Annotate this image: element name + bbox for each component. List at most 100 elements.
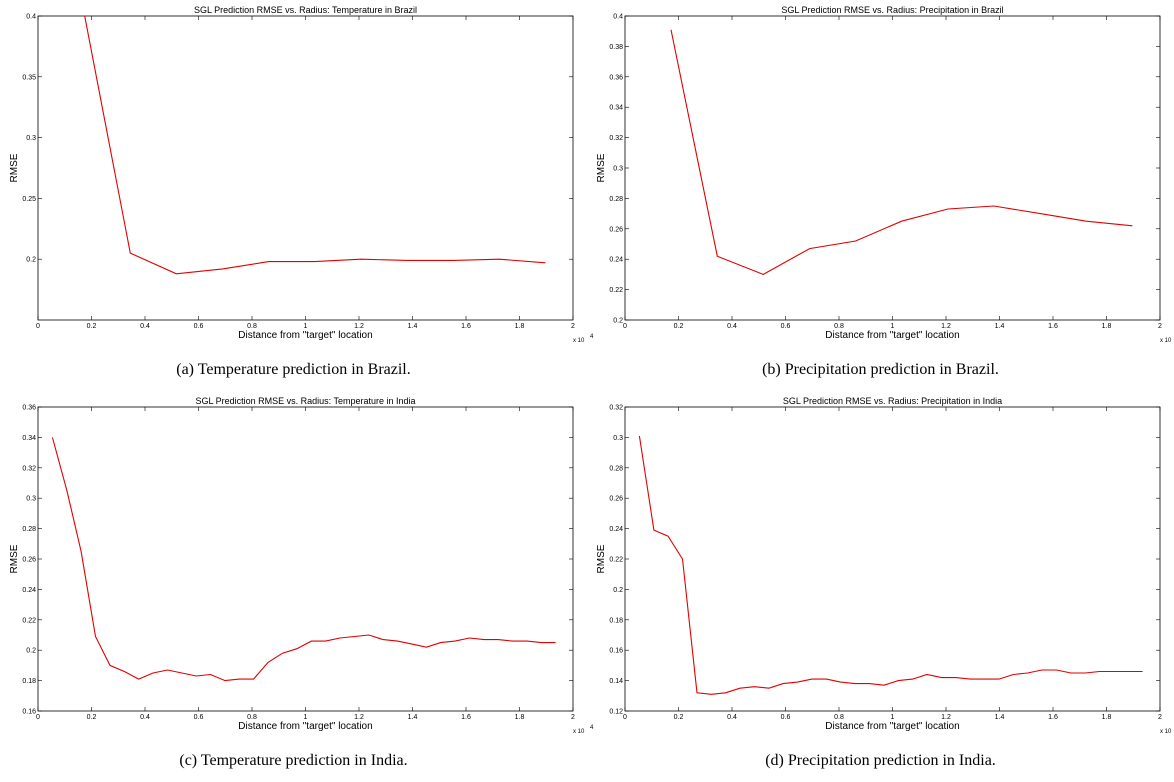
x-tick-label: 1.8 <box>515 714 525 721</box>
y-tick-label: 0.34 <box>609 105 623 112</box>
x-tick-label: 1.4 <box>995 714 1005 721</box>
x-axis-multiplier: x 10 <box>573 338 585 344</box>
x-axis-exponent: 4 <box>590 725 594 731</box>
series-line <box>670 29 1133 276</box>
x-tick-label: 0 <box>36 714 40 721</box>
y-tick-label: 0.34 <box>22 435 36 442</box>
x-tick-label: 1 <box>891 323 895 330</box>
plot-frame <box>37 15 574 321</box>
x-axis-exponent: 4 <box>590 334 594 340</box>
figure-caption: (d) Precipitation prediction in India. <box>765 752 996 769</box>
x-tick-label: 0.4 <box>727 323 737 330</box>
series-line <box>84 16 546 275</box>
x-tick-label: 0.6 <box>194 323 204 330</box>
y-tick-label: 0.38 <box>609 44 623 51</box>
series-line <box>638 435 1143 695</box>
y-tick-label: 0.2 <box>613 587 623 594</box>
y-axis-label: RMSE <box>596 153 607 182</box>
x-tick-label: 1.4 <box>995 323 1005 330</box>
figure-caption: (a) Temperature prediction in Brazil. <box>176 361 411 378</box>
x-tick-label: 2 <box>1158 714 1162 721</box>
x-tick-label: 1.6 <box>461 714 471 721</box>
y-tick-label: 0.28 <box>609 196 623 203</box>
y-tick-label: 0.25 <box>22 196 36 203</box>
x-tick-label: 1.8 <box>515 323 525 330</box>
chart-panel-temperature-brazil: SGL Prediction RMSE vs. Radius: Temperat… <box>0 0 594 391</box>
y-tick-label: 0.28 <box>22 526 36 533</box>
y-tick-label: 0.4 <box>26 14 36 21</box>
plot-frame <box>624 406 1161 712</box>
y-tick-label: 0.14 <box>609 678 623 685</box>
y-axis-label: RMSE <box>596 544 607 573</box>
x-tick-label: 0.8 <box>247 323 257 330</box>
x-tick-label: 0.6 <box>781 323 791 330</box>
chart-title: SGL Prediction RMSE vs. Radius: Temperat… <box>195 396 415 406</box>
x-tick-label: 1.2 <box>354 714 364 721</box>
x-tick-label: 0.4 <box>727 714 737 721</box>
x-tick-label: 0.2 <box>674 323 684 330</box>
x-tick-label: 0 <box>623 714 627 721</box>
y-tick-label: 0.36 <box>22 405 36 412</box>
chart-svg: SGL Prediction RMSE vs. Radius: Temperat… <box>9 5 594 344</box>
y-tick-label: 0.12 <box>609 709 623 716</box>
chart-title: SGL Prediction RMSE vs. Radius: Precipit… <box>781 5 1003 15</box>
y-tick-label: 0.26 <box>22 557 36 564</box>
plot-frame <box>37 406 574 712</box>
x-axis-label: Distance from "target" location <box>825 330 959 341</box>
y-tick-label: 0.24 <box>22 587 36 594</box>
x-tick-label: 1 <box>891 714 895 721</box>
x-tick-label: 2 <box>1158 323 1162 330</box>
chart-svg: SGL Prediction RMSE vs. Radius: Precipit… <box>596 5 1172 344</box>
x-tick-label: 1.8 <box>1102 714 1112 721</box>
figure-caption: (c) Temperature prediction in India. <box>179 752 408 769</box>
x-tick-label: 0.6 <box>781 714 791 721</box>
y-tick-label: 0.24 <box>609 257 623 264</box>
x-tick-label: 1.2 <box>354 323 364 330</box>
x-tick-label: 1.2 <box>941 714 951 721</box>
y-tick-label: 0.2 <box>613 318 623 325</box>
x-tick-label: 0.6 <box>194 714 204 721</box>
x-tick-label: 0.2 <box>674 714 684 721</box>
y-tick-label: 0.3 <box>26 496 36 503</box>
x-tick-label: 1 <box>304 323 308 330</box>
x-tick-label: 1.6 <box>461 323 471 330</box>
chart-svg: SGL Prediction RMSE vs. Radius: Temperat… <box>9 396 594 735</box>
x-tick-label: 0.2 <box>87 323 97 330</box>
x-tick-label: 1.8 <box>1102 323 1112 330</box>
y-tick-label: 0.36 <box>609 74 623 81</box>
y-tick-label: 0.22 <box>609 557 623 564</box>
y-tick-label: 0.16 <box>609 648 623 655</box>
x-tick-label: 0 <box>623 323 627 330</box>
chart-title: SGL Prediction RMSE vs. Radius: Temperat… <box>194 5 417 15</box>
x-tick-label: 0.8 <box>834 714 844 721</box>
x-tick-label: 0.2 <box>87 714 97 721</box>
x-axis-multiplier: x 10 <box>1160 729 1172 735</box>
y-tick-label: 0.22 <box>22 617 36 624</box>
y-tick-label: 0.2 <box>26 648 36 655</box>
x-axis-label: Distance from "target" location <box>238 721 372 732</box>
chart-svg: SGL Prediction RMSE vs. Radius: Precipit… <box>596 396 1172 735</box>
y-tick-label: 0.4 <box>613 14 623 21</box>
x-tick-label: 0.4 <box>140 714 150 721</box>
x-tick-label: 1.6 <box>1048 714 1058 721</box>
y-tick-label: 0.26 <box>609 226 623 233</box>
x-axis-label: Distance from "target" location <box>238 330 372 341</box>
y-tick-label: 0.22 <box>609 287 623 294</box>
x-tick-label: 0.4 <box>140 323 150 330</box>
x-tick-label: 0 <box>36 323 40 330</box>
y-tick-label: 0.2 <box>26 257 36 264</box>
y-tick-label: 0.24 <box>609 526 623 533</box>
chart-panel-precipitation-brazil: SGL Prediction RMSE vs. Radius: Precipit… <box>587 0 1174 391</box>
x-tick-label: 1.2 <box>941 323 951 330</box>
x-axis-multiplier: x 10 <box>573 729 585 735</box>
y-tick-label: 0.32 <box>22 465 36 472</box>
figure-caption: (b) Precipitation prediction in Brazil. <box>762 361 999 378</box>
y-axis-label: RMSE <box>9 544 20 573</box>
y-tick-label: 0.3 <box>26 135 36 142</box>
x-axis-label: Distance from "target" location <box>825 721 959 732</box>
x-tick-label: 0.8 <box>247 714 257 721</box>
x-tick-label: 1.6 <box>1048 323 1058 330</box>
y-tick-label: 0.32 <box>609 405 623 412</box>
chart-panel-temperature-india: SGL Prediction RMSE vs. Radius: Temperat… <box>0 391 594 782</box>
x-tick-label: 1 <box>304 714 308 721</box>
